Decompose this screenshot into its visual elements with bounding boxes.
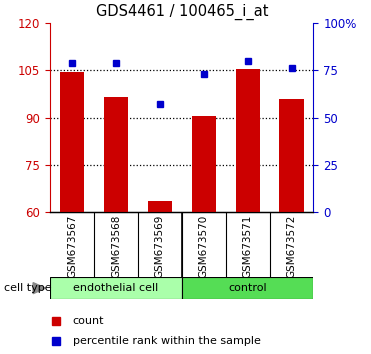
Polygon shape (33, 282, 46, 294)
Text: GSM673568: GSM673568 (111, 215, 121, 278)
Bar (192, 116, 216, 212)
Title: GDS4461 / 100465_i_at: GDS4461 / 100465_i_at (96, 4, 268, 20)
Text: endothelial cell: endothelial cell (73, 283, 158, 293)
Bar (104, 97, 128, 212)
Text: cell type: cell type (4, 283, 51, 293)
Text: control: control (228, 283, 267, 293)
Text: GSM673570: GSM673570 (199, 215, 209, 278)
Text: GSM673571: GSM673571 (243, 215, 253, 278)
Bar (279, 99, 303, 212)
Bar (148, 201, 172, 212)
Bar (60, 72, 84, 212)
Text: GSM673569: GSM673569 (155, 215, 165, 278)
FancyBboxPatch shape (182, 277, 313, 299)
Text: GSM673572: GSM673572 (286, 215, 296, 278)
Text: GSM673567: GSM673567 (67, 215, 77, 278)
Text: count: count (73, 316, 104, 326)
Text: percentile rank within the sample: percentile rank within the sample (73, 336, 260, 346)
Bar (236, 69, 260, 212)
FancyBboxPatch shape (50, 277, 182, 299)
